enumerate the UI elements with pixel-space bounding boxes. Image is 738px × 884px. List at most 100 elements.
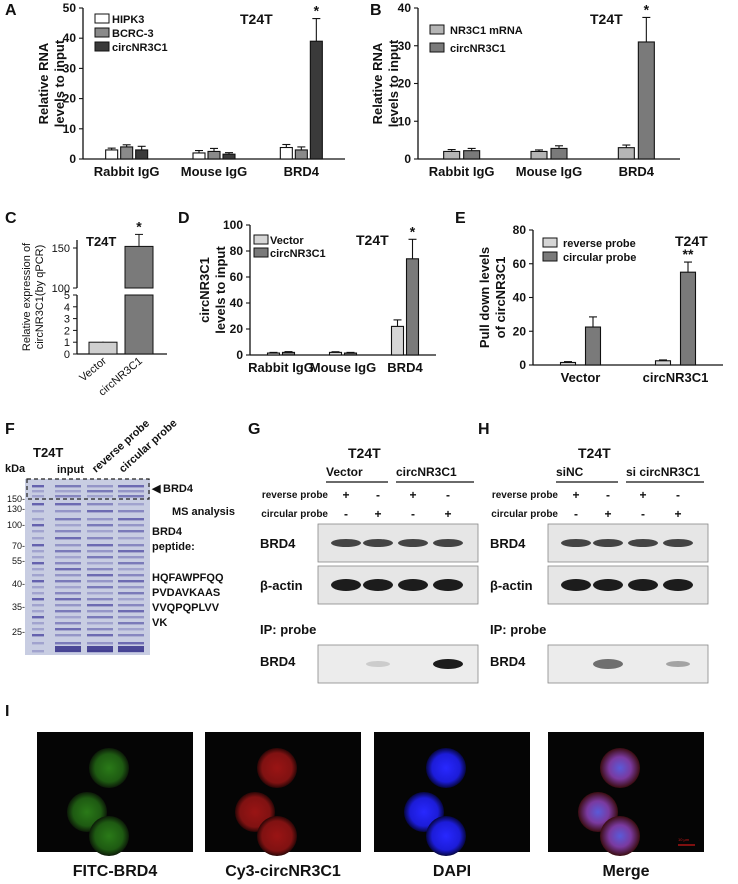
- blot-band: [433, 659, 463, 669]
- gel-band: [55, 610, 81, 613]
- x-tick-label: Rabbit IgG: [429, 164, 495, 179]
- bar: [222, 153, 236, 160]
- panel-label-g: G: [248, 421, 260, 438]
- gel-band: [32, 490, 44, 493]
- gel-band: [118, 524, 144, 527]
- gel-band: [87, 568, 113, 571]
- blot-band: [593, 579, 623, 591]
- gel-band: [87, 550, 113, 553]
- blot-band: [561, 579, 591, 591]
- condition-label: reverse probe: [262, 490, 329, 501]
- gel-band: [87, 503, 113, 506]
- chart-annotation: T24T: [86, 234, 116, 249]
- gel-band: [118, 628, 144, 631]
- gel-band: [55, 622, 81, 625]
- legend-label: circNR3C1: [450, 43, 506, 55]
- bar: [559, 361, 577, 366]
- peptide-line-2: PVDAVKAAS: [152, 587, 220, 599]
- x-tick-label: Mouse IgG: [310, 360, 376, 375]
- y-tick-label: 0: [519, 358, 526, 372]
- blot-group-label: siNC: [556, 465, 584, 479]
- gel-title: T24T: [33, 445, 63, 460]
- gel-band: [87, 634, 113, 637]
- blot-band: [628, 539, 658, 547]
- blot-band: [561, 539, 591, 547]
- legend-label: circNR3C1: [112, 42, 168, 54]
- gel-band: [87, 495, 113, 498]
- x-tick-label: circNR3C1: [643, 370, 709, 385]
- y-tick-label: 10: [398, 114, 412, 128]
- gel-band: [55, 634, 81, 637]
- gel-band: [87, 530, 113, 533]
- micrograph-label: Merge: [602, 863, 649, 880]
- blot-band: [398, 539, 428, 547]
- significance-marker: *: [314, 3, 320, 19]
- peptide-title-2: peptide:: [152, 541, 195, 553]
- gel-band: [118, 580, 144, 583]
- gel-band: [87, 524, 113, 527]
- gel-band: [32, 537, 44, 540]
- gel-band: [118, 574, 144, 577]
- x-tick-label: Vector: [561, 370, 601, 385]
- blot-band: [663, 579, 693, 591]
- gel-band: [118, 490, 144, 493]
- gel-front-band: [55, 646, 81, 652]
- gel-band: [87, 485, 113, 488]
- bar: [279, 146, 293, 160]
- condition-sign: +: [572, 488, 579, 502]
- gel-band: [55, 556, 81, 559]
- legend-swatch: [94, 13, 110, 24]
- bar: [343, 352, 358, 356]
- legend-label: circular probe: [563, 252, 636, 264]
- legend-swatch: [94, 41, 110, 52]
- gel-band: [118, 503, 144, 506]
- gel-band: [32, 544, 44, 547]
- y-tick-label: 50: [63, 1, 77, 15]
- peptide-title-1: BRD4: [152, 526, 183, 538]
- gel-band: [87, 574, 113, 577]
- ip-label: IP: probe: [260, 622, 316, 637]
- band-label: β-actin: [490, 578, 533, 593]
- gel-band: [32, 592, 44, 595]
- gel-band: [87, 642, 113, 645]
- gel-band: [55, 586, 81, 589]
- gel-band: [32, 586, 44, 589]
- gel-band: [32, 642, 44, 645]
- significance-marker: *: [136, 218, 142, 234]
- blot-box: [547, 644, 709, 684]
- y-axis-label: Pull down levelsof circNR3C1: [477, 247, 508, 348]
- legend-label: reverse probe: [563, 238, 636, 250]
- legend-label: circNR3C1: [270, 248, 326, 260]
- legend-swatch: [542, 237, 558, 248]
- condition-label: circular probe: [261, 509, 328, 520]
- y-tick-label: 4: [64, 302, 70, 314]
- gel-band: [55, 490, 81, 493]
- y-tick-label: 0: [64, 349, 70, 361]
- condition-sign: -: [606, 488, 610, 502]
- blot-panel-h: T24T siNC si circNR3C1 reverse probe + - + - cir…: [490, 445, 709, 684]
- band-label: BRD4: [490, 536, 526, 551]
- significance-marker: *: [410, 223, 416, 239]
- bar: [281, 351, 296, 356]
- condition-sign: -: [411, 507, 415, 521]
- panel-label-a: A: [5, 2, 17, 19]
- gel-band: [32, 580, 44, 583]
- gel-band: [32, 568, 44, 571]
- band-label: BRD4: [490, 654, 526, 669]
- panel-label-d: D: [178, 210, 190, 227]
- gel-band: [32, 650, 44, 653]
- chart-e: 0 20 40 60 80 Pull down levelsof circNR3C1 Vec…: [477, 223, 723, 385]
- panel-label-c: C: [5, 210, 17, 227]
- ip-label: IP: probe: [490, 622, 546, 637]
- y-tick-label: 150: [52, 243, 70, 255]
- x-tick-label: Mouse IgG: [516, 164, 582, 179]
- gel-band: [118, 592, 144, 595]
- gel-band: [32, 622, 44, 625]
- significance-marker: *: [644, 1, 650, 17]
- y-axis-label-line: levels to input: [52, 39, 67, 127]
- bar: [654, 360, 672, 366]
- gel-band: [118, 610, 144, 613]
- y-tick-label: 40: [63, 31, 77, 45]
